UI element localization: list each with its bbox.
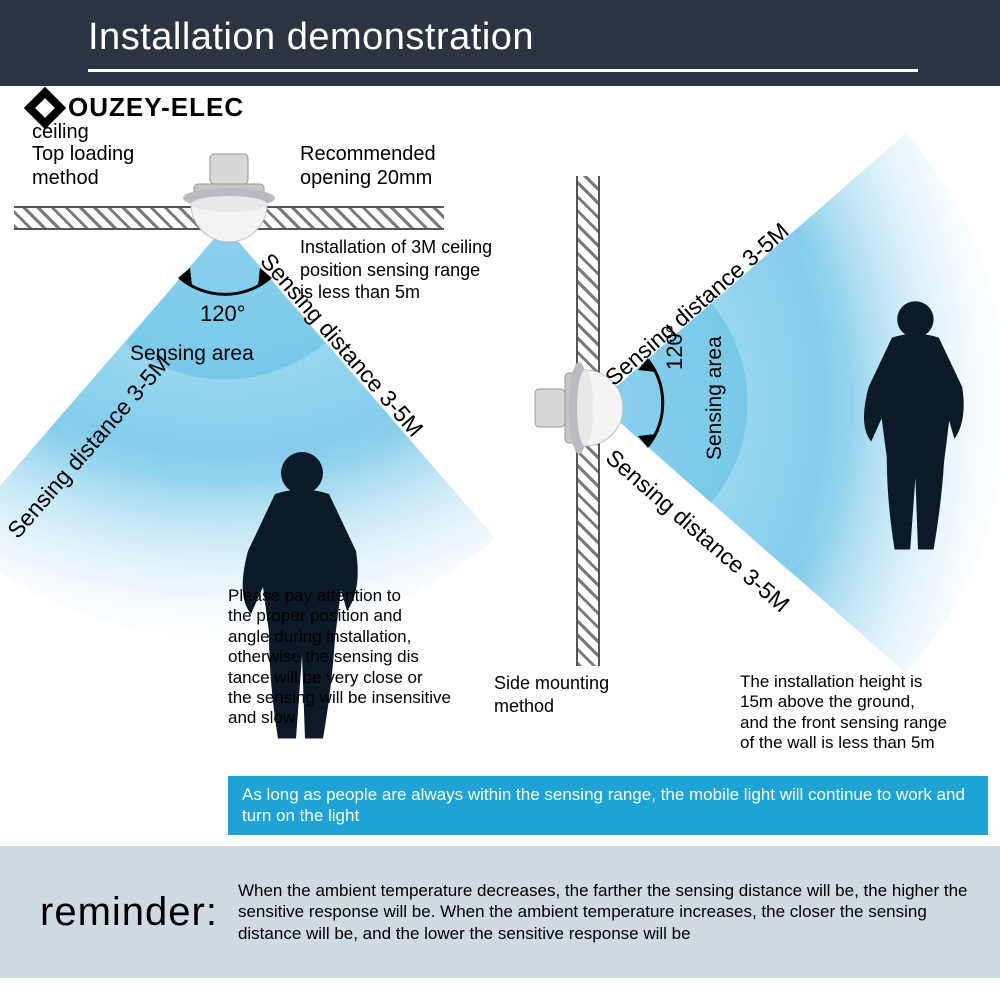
right-sensing-area-label: Sensing area (703, 336, 727, 460)
brand-logo: OUZEY-ELEC (30, 92, 244, 123)
top-loading-label: Top loading method (32, 142, 134, 190)
recommended-opening-label: Recommended opening 20mm (300, 142, 436, 190)
header: Installation demonstration (0, 0, 1000, 86)
reminder-footer: reminder: When the ambient temperature d… (0, 846, 1000, 978)
install-3m-note: Installation of 3M ceiling position sens… (300, 236, 492, 304)
header-rule (88, 69, 918, 72)
right-person-icon (838, 296, 998, 556)
attention-note: Please pay attention to the proper posit… (228, 586, 478, 729)
reminder-label: reminder: (40, 890, 218, 935)
brand-text: OUZEY-ELEC (68, 92, 244, 123)
install-height-note: The installation height is 15m above the… (740, 672, 1000, 754)
page-title: Installation demonstration (88, 16, 1000, 59)
left-angle-label: 120° (200, 301, 246, 327)
reminder-text: When the ambient temperature decreases, … (238, 880, 974, 944)
side-mounting-label: Side mounting method (494, 672, 609, 717)
diagram-area: OUZEY-ELEC (0, 86, 1000, 846)
callout-bar: As long as people are always within the … (228, 776, 988, 835)
left-sensor-icon (174, 150, 284, 260)
ceiling-label: ceiling (32, 120, 89, 144)
